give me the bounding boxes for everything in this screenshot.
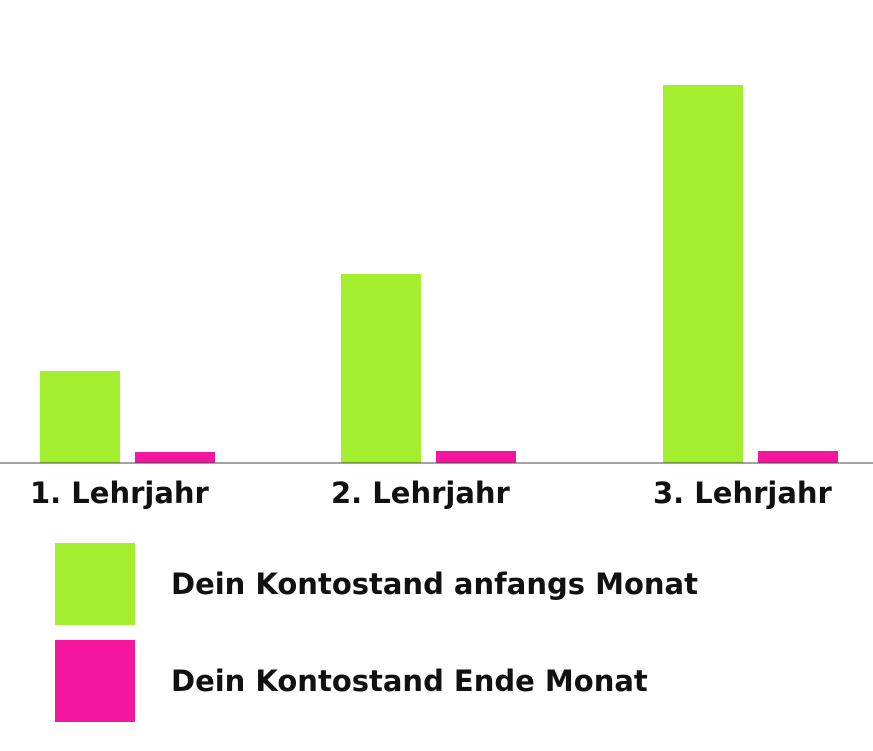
- x-tick-label: 2. Lehrjahr: [331, 476, 511, 510]
- legend-item-end-of-month: Dein Kontostand Ende Monat: [55, 640, 698, 722]
- bar-start-1: [40, 371, 120, 463]
- legend: Dein Kontostand anfangs Monat Dein Konto…: [55, 543, 698, 737]
- x-tick-label: 1. Lehrjahr: [30, 476, 210, 510]
- bar-end-1: [135, 452, 215, 463]
- x-tick-label: 3. Lehrjahr: [653, 476, 833, 510]
- legend-swatch-magenta: [55, 640, 135, 722]
- legend-label: Dein Kontostand anfangs Monat: [171, 567, 698, 601]
- legend-item-start-of-month: Dein Kontostand anfangs Monat: [55, 543, 698, 625]
- legend-swatch-green: [55, 543, 135, 625]
- legend-label: Dein Kontostand Ende Monat: [171, 664, 648, 698]
- bars-group: [40, 85, 838, 463]
- bar-end-3: [758, 451, 838, 463]
- bar-end-2: [436, 451, 516, 463]
- bar-chart: 1. Lehrjahr 2. Lehrjahr 3. Lehrjahr: [0, 85, 873, 510]
- category-labels: 1. Lehrjahr 2. Lehrjahr 3. Lehrjahr: [30, 476, 833, 510]
- bar-start-3: [663, 85, 743, 463]
- bar-start-2: [341, 274, 421, 463]
